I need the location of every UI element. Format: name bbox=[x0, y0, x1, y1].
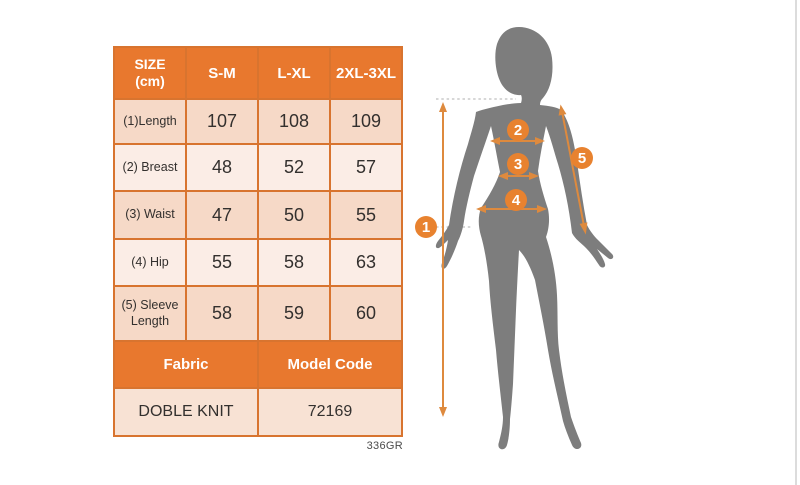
marker-5-circle bbox=[571, 147, 593, 169]
row-label-length: (1)Length bbox=[113, 98, 187, 145]
marker-2-label: 2 bbox=[514, 122, 522, 139]
sleeve-l-xl: 59 bbox=[257, 285, 331, 342]
hip-l-xl: 58 bbox=[257, 238, 331, 287]
length-2xl-3xl: 109 bbox=[329, 98, 403, 145]
fabric-value: DOBLE KNIT bbox=[113, 387, 259, 437]
size-label: SIZE bbox=[134, 56, 166, 73]
marker-1-circle bbox=[415, 216, 437, 238]
marker-5-label: 5 bbox=[578, 150, 586, 167]
size-chart-table: SIZE (cm) S-M L-XL 2XL-3XL (1)Length 107… bbox=[113, 46, 403, 437]
table-row-sleeve-length: (5) Sleeve Length 58 59 60 bbox=[113, 285, 403, 342]
model-code-header: Model Code bbox=[257, 340, 403, 389]
hip-s-m: 55 bbox=[185, 238, 259, 287]
sleeve-s-m: 58 bbox=[185, 285, 259, 342]
column-header-s-m: S-M bbox=[185, 46, 259, 100]
breast-l-xl: 52 bbox=[257, 143, 331, 192]
sleeve-arrow bbox=[558, 104, 588, 235]
size-unit-header: SIZE (cm) bbox=[113, 46, 187, 100]
marker-2-circle bbox=[507, 119, 529, 141]
hip-2xl-3xl: 63 bbox=[329, 238, 403, 287]
waist-s-m: 47 bbox=[185, 190, 259, 240]
waist-arrow bbox=[498, 172, 539, 180]
column-header-l-xl: L-XL bbox=[257, 46, 331, 100]
body-silhouette bbox=[435, 27, 614, 450]
marker-4-circle bbox=[505, 189, 527, 211]
breast-2xl-3xl: 57 bbox=[329, 143, 403, 192]
breast-arrow bbox=[490, 137, 545, 145]
marker-3-label: 3 bbox=[514, 156, 522, 173]
measurement-markers: 1 2 3 4 5 bbox=[415, 119, 593, 238]
model-code-value: 72169 bbox=[257, 387, 403, 437]
product-code-note: 336GR bbox=[366, 440, 403, 452]
size-unit: (cm) bbox=[135, 73, 165, 89]
table-row-breast: (2) Breast 48 52 57 bbox=[113, 143, 403, 192]
fabric-header: Fabric bbox=[113, 340, 259, 389]
waist-2xl-3xl: 55 bbox=[329, 190, 403, 240]
marker-3-circle bbox=[507, 153, 529, 175]
table-header-row: SIZE (cm) S-M L-XL 2XL-3XL bbox=[113, 46, 403, 100]
row-label-breast: (2) Breast bbox=[113, 143, 187, 192]
column-header-2xl-3xl: 2XL-3XL bbox=[329, 46, 403, 100]
table-row-length: (1)Length 107 108 109 bbox=[113, 98, 403, 145]
row-label-hip: (4) Hip bbox=[113, 238, 187, 287]
table-footer-value-row: DOBLE KNIT 72169 bbox=[113, 387, 403, 437]
marker-1-label: 1 bbox=[422, 219, 430, 236]
marker-4-label: 4 bbox=[512, 192, 521, 209]
sleeve-2xl-3xl: 60 bbox=[329, 285, 403, 342]
table-row-hip: (4) Hip 55 58 63 bbox=[113, 238, 403, 287]
breast-s-m: 48 bbox=[185, 143, 259, 192]
length-l-xl: 108 bbox=[257, 98, 331, 145]
row-label-sleeve-length: (5) Sleeve Length bbox=[113, 285, 187, 342]
table-row-waist: (3) Waist 47 50 55 bbox=[113, 190, 403, 240]
waist-l-xl: 50 bbox=[257, 190, 331, 240]
row-label-waist: (3) Waist bbox=[113, 190, 187, 240]
table-footer-header-row: Fabric Model Code bbox=[113, 340, 403, 389]
length-arrow bbox=[439, 102, 447, 417]
length-s-m: 107 bbox=[185, 98, 259, 145]
page-edge-divider bbox=[795, 0, 797, 485]
